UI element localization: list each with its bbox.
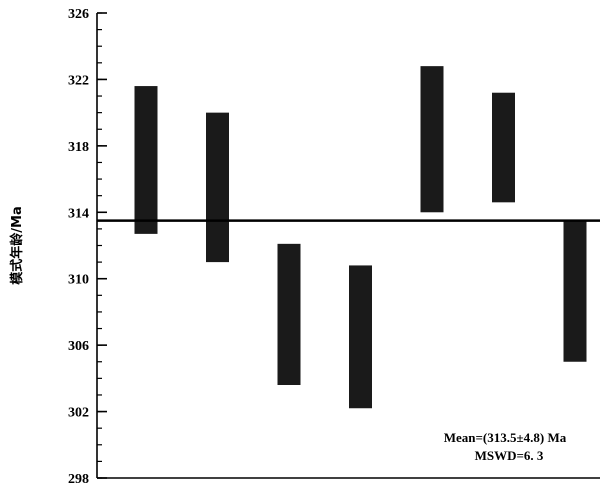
age-bar <box>563 220 587 362</box>
age-bar <box>349 265 372 409</box>
y-tick-label: 318 <box>68 140 89 155</box>
mswd-annotation: MSWD=6. 3 <box>475 448 544 463</box>
y-tick-label: 314 <box>68 206 89 221</box>
y-tick-label: 302 <box>68 406 89 421</box>
y-tick-label: 310 <box>68 273 89 288</box>
y-tick-label: 306 <box>68 339 89 354</box>
age-bar <box>492 92 515 203</box>
y-axis: 298 302 306 310 314 318 322 326 <box>68 7 600 487</box>
age-bars <box>134 66 587 409</box>
age-bar <box>134 86 158 234</box>
age-bar <box>277 243 301 385</box>
y-tick-label: 322 <box>68 73 89 88</box>
mean-annotation: Mean=(313.5±4.8) Ma <box>444 430 567 445</box>
y-axis-title: 模式年龄/Ma <box>9 206 25 284</box>
age-bar <box>206 112 229 263</box>
age-bar <box>420 66 444 213</box>
y-tick-label: 326 <box>68 7 89 22</box>
y-tick-label: 298 <box>68 472 89 487</box>
